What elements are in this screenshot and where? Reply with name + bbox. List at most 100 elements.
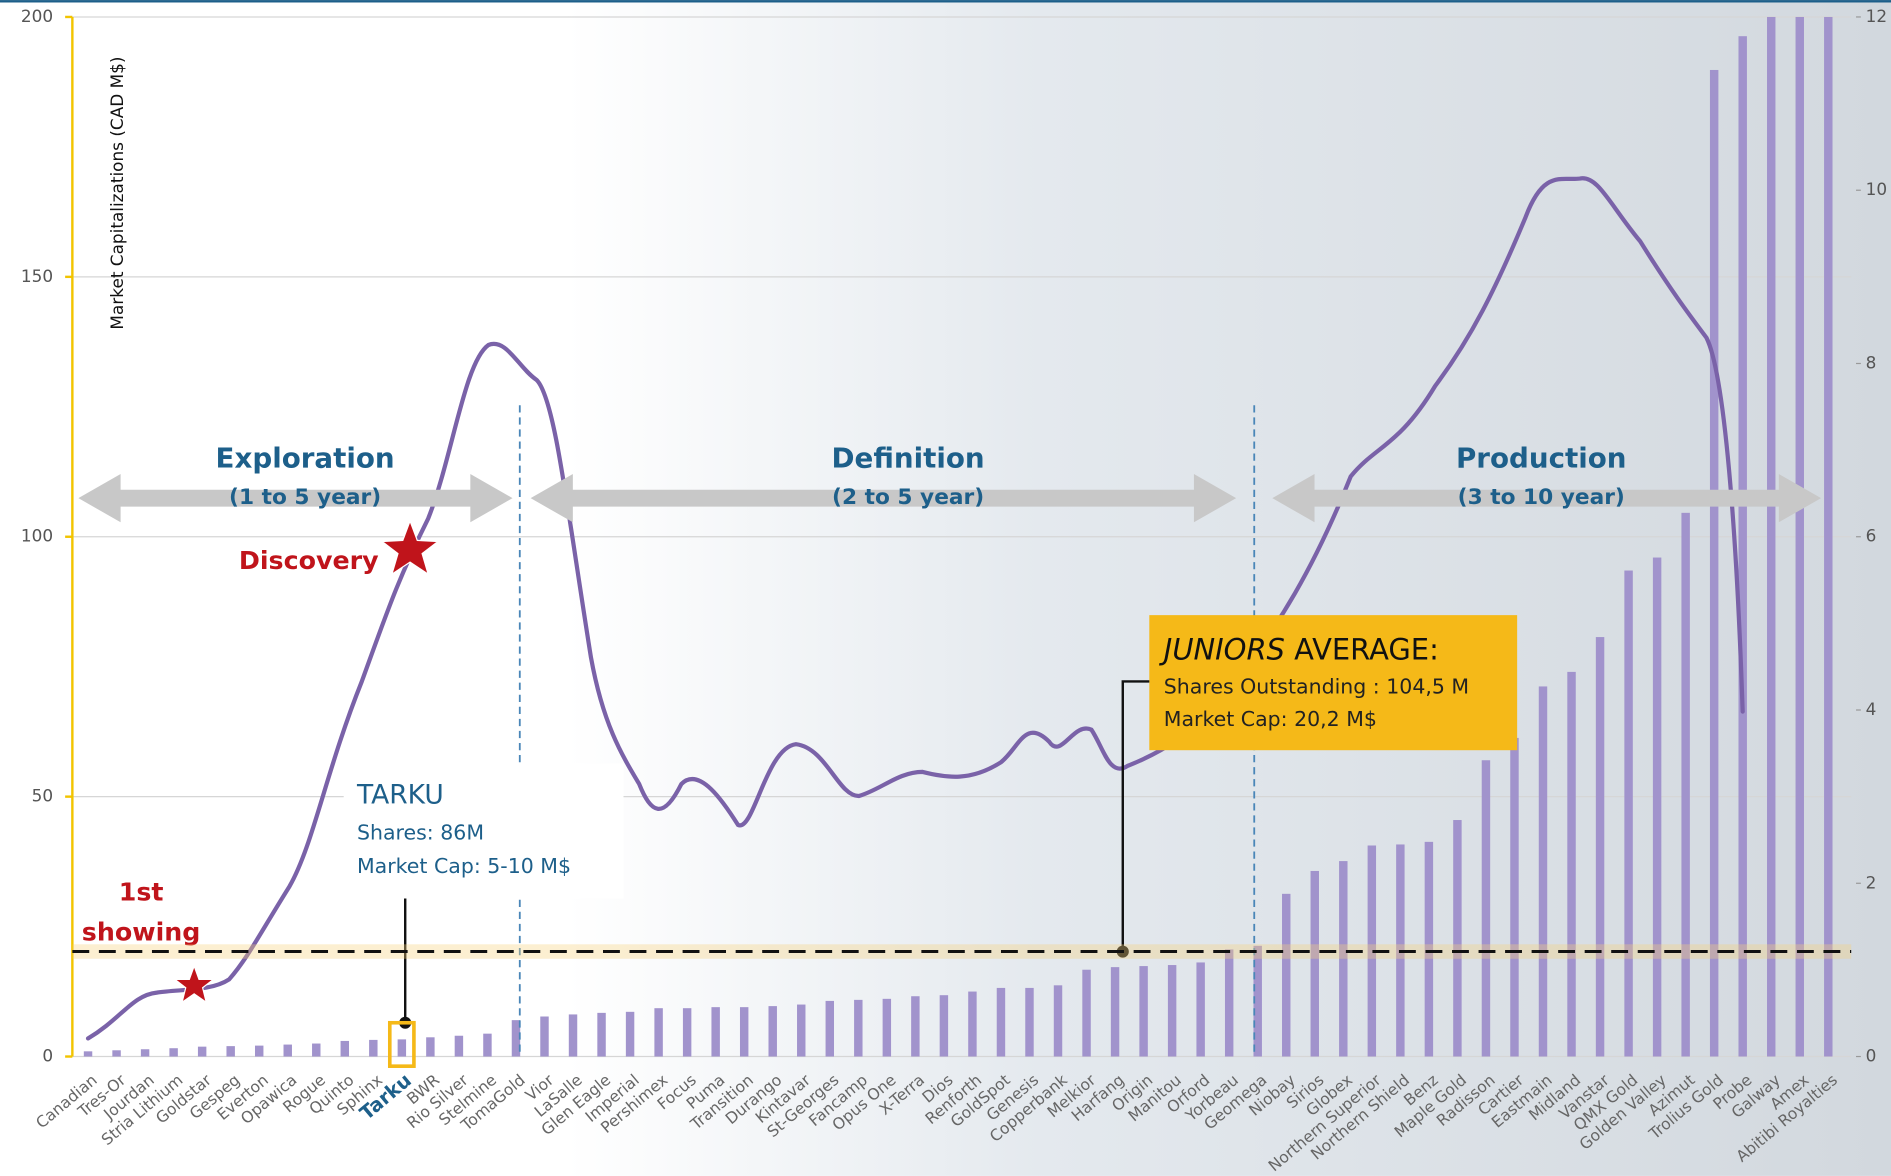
bar: [625, 1011, 635, 1057]
y-tick-label: 0: [42, 1046, 53, 1066]
showing-label: showing: [82, 917, 201, 947]
bar: [1310, 870, 1319, 1057]
bar: [1025, 987, 1034, 1057]
phase-name: Definition: [832, 442, 985, 475]
bar: [1053, 985, 1063, 1057]
y2-tick-label: 8: [1866, 352, 1877, 372]
juniors-line: Shares Outstanding : 104,5 M: [1164, 674, 1469, 698]
bar: [568, 1014, 578, 1057]
bar: [1767, 16, 1776, 1057]
bar: [511, 1020, 521, 1057]
bar: [1424, 841, 1434, 1057]
bar: [540, 1016, 549, 1057]
phase-arrow: [1272, 474, 1822, 523]
highlight-box: [387, 1020, 416, 1068]
bar: [1110, 967, 1120, 1057]
phase-duration: (2 to 5 year): [832, 485, 984, 510]
phase-name: Production: [1456, 442, 1627, 475]
bar: [426, 1037, 435, 1057]
bar: [1738, 36, 1747, 1057]
bar: [854, 999, 863, 1057]
juniors-pointer: [1121, 680, 1150, 952]
bar: [1510, 737, 1519, 1057]
bar: [369, 1039, 378, 1057]
y-tick-label: 150: [21, 266, 53, 286]
juniors-line: Market Cap: 20,2 M$: [1164, 707, 1377, 731]
y-tick-label: 50: [32, 786, 53, 806]
phase-arrows: [78, 474, 1822, 523]
bar: [1567, 671, 1576, 1057]
y2-tick-label: 0: [1866, 1046, 1877, 1066]
bar: [1224, 949, 1234, 1057]
tarku-title: TARKU: [356, 780, 444, 811]
showing-label: 1st: [119, 877, 164, 907]
bar: [283, 1044, 292, 1057]
tarku-line: Shares: 86M: [357, 820, 484, 844]
bar: [140, 1049, 150, 1057]
bar: [1538, 686, 1548, 1057]
tarku-line: Market Cap: 5-10 M$: [357, 854, 571, 878]
bar: [454, 1035, 464, 1057]
bar: [1082, 969, 1091, 1057]
bar: [169, 1048, 178, 1057]
phase-name: Exploration: [216, 442, 395, 475]
y2-tick-label: 10: [1866, 179, 1887, 199]
bar: [254, 1045, 264, 1057]
juniors-title-italic: JUNIORS: [1159, 632, 1285, 666]
bar: [911, 996, 920, 1057]
juniors-title: JUNIORS AVERAGE:: [1159, 632, 1439, 666]
bar: [1139, 966, 1148, 1057]
y-tick-label: 200: [21, 6, 53, 26]
bar: [654, 1008, 663, 1057]
discovery-star: [380, 519, 440, 576]
y2-tick-label: 4: [1866, 699, 1877, 719]
bar: [968, 991, 977, 1057]
life-cycle-curve: [85, 176, 1745, 1041]
bar: [312, 1043, 321, 1057]
y2-tick-label: 6: [1866, 526, 1877, 546]
phase-arrow: [530, 474, 1237, 523]
top-border: [0, 0, 1891, 3]
bar: [1282, 893, 1291, 1057]
bar: [1824, 16, 1833, 1057]
bar: [1709, 69, 1719, 1057]
bar: [1652, 557, 1662, 1057]
bar: [1681, 512, 1690, 1057]
bar: [397, 1039, 407, 1057]
bar: [1795, 16, 1804, 1057]
y2-tick-label: 2: [1866, 872, 1877, 892]
bar: [797, 1004, 806, 1057]
juniors-title-text: AVERAGE:: [1294, 632, 1439, 666]
bar: [939, 995, 949, 1057]
tarku-callout: [343, 763, 624, 899]
y-axis-label: Market Capitalizations (CAD M$): [107, 57, 127, 330]
bar: [83, 1051, 93, 1057]
phase-duration: (1 to 5 year): [229, 485, 381, 510]
bar: [597, 1012, 606, 1057]
bar: [682, 1008, 692, 1057]
bar: [483, 1033, 492, 1057]
bar: [1481, 760, 1491, 1057]
bar: [1339, 861, 1348, 1057]
bar: [197, 1046, 207, 1057]
discovery-label: Discovery: [239, 545, 379, 575]
y-tick-label: 100: [21, 526, 53, 546]
bar: [882, 998, 892, 1057]
phase-arrow: [78, 474, 513, 523]
bar: [340, 1040, 350, 1057]
bar: [768, 1006, 777, 1057]
showing-star: [173, 964, 216, 1004]
y2-tick-label: 12: [1866, 6, 1887, 26]
bar: [996, 987, 1006, 1057]
bar: [1253, 945, 1262, 1057]
bar: [825, 1000, 835, 1057]
bar: [1367, 845, 1377, 1057]
bar: [1453, 820, 1462, 1057]
phase-duration: (3 to 10 year): [1458, 485, 1625, 510]
bar: [739, 1007, 749, 1057]
bar: [1624, 570, 1633, 1057]
bar: [1595, 637, 1605, 1057]
